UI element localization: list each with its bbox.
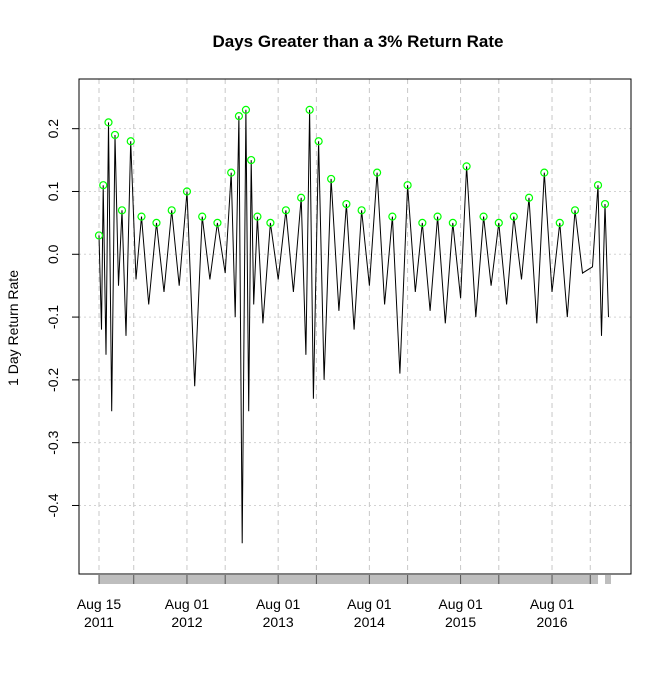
high-return-point bbox=[297, 193, 306, 202]
high-return-point bbox=[462, 162, 471, 171]
return-rate-line bbox=[98, 109, 609, 544]
x-tick-label: Aug 01 2012 bbox=[165, 596, 210, 630]
high-return-point bbox=[540, 168, 549, 177]
high-return-point bbox=[433, 212, 442, 221]
high-return-point bbox=[281, 206, 291, 215]
high-return-point bbox=[314, 137, 323, 146]
high-return-point bbox=[479, 212, 488, 221]
high-return-point bbox=[126, 137, 135, 146]
gridlines bbox=[79, 79, 631, 574]
high-return-point bbox=[234, 112, 244, 121]
high-return-point bbox=[152, 218, 161, 227]
y-tick-label: -0.4 bbox=[45, 493, 61, 517]
high-return-point bbox=[600, 199, 610, 209]
plot-border bbox=[78, 78, 632, 575]
high-return-point bbox=[305, 105, 314, 114]
high-return-point bbox=[266, 218, 275, 227]
y-tick-label: -0.1 bbox=[45, 305, 61, 329]
x-tick-label: Aug 01 2015 bbox=[438, 596, 483, 630]
high-return-point bbox=[555, 218, 564, 227]
chart-title: Days Greater than a 3% Return Rate bbox=[213, 32, 504, 51]
y-tick-label: 0.0 bbox=[45, 244, 61, 264]
high-return-point bbox=[198, 212, 207, 221]
high-return-point bbox=[373, 168, 382, 177]
high-return-point bbox=[117, 206, 127, 215]
high-return-point bbox=[110, 130, 120, 140]
high-return-point bbox=[213, 218, 222, 227]
x-tick-label: Aug 01 2014 bbox=[347, 596, 392, 630]
high-return-point bbox=[403, 181, 412, 190]
high-return-point bbox=[241, 105, 251, 114]
y-tick-label: 0.2 bbox=[45, 119, 61, 139]
x-tick-label: Aug 01 2013 bbox=[256, 596, 301, 630]
high-return-point bbox=[182, 187, 192, 196]
y-axis: -0.4 -0.3 -0.2 -0.1 0.0 0.1 0.2 bbox=[45, 119, 80, 518]
data-series bbox=[94, 105, 610, 544]
high-return-point bbox=[227, 168, 236, 177]
high-return-point bbox=[99, 181, 108, 190]
high-return-point bbox=[247, 155, 256, 165]
y-tick-label: -0.2 bbox=[45, 368, 61, 392]
high-return-point bbox=[524, 193, 534, 202]
high-return-point bbox=[137, 212, 146, 221]
high-return-point bbox=[253, 212, 262, 221]
high-return-point bbox=[388, 212, 397, 221]
x-axis: Aug 15 2011 Aug 01 2012 Aug 01 2013 Aug 01 2014… bbox=[77, 575, 611, 630]
date-coverage-strip bbox=[605, 575, 611, 584]
high-return-point bbox=[448, 218, 457, 227]
high-return-point bbox=[593, 181, 603, 190]
x-tick-label: Aug 15 2011 bbox=[77, 596, 122, 630]
high-return-point bbox=[570, 206, 580, 215]
high-return-point bbox=[94, 231, 104, 240]
y-axis-label: 1 Day Return Rate bbox=[5, 270, 21, 386]
y-tick-label: 0.1 bbox=[45, 182, 61, 202]
high-return-point bbox=[167, 206, 176, 215]
x-tick-label: Aug 01 2016 bbox=[530, 596, 575, 630]
y-tick-label: -0.3 bbox=[45, 430, 61, 454]
date-coverage-strip bbox=[99, 575, 599, 584]
high-return-point bbox=[327, 174, 336, 184]
high-return-point bbox=[357, 206, 366, 215]
high-return-point bbox=[418, 218, 427, 227]
high-return-point bbox=[494, 218, 503, 227]
high-return-point bbox=[104, 118, 113, 127]
high-return-point bbox=[509, 212, 518, 221]
high-return-point bbox=[342, 199, 351, 209]
